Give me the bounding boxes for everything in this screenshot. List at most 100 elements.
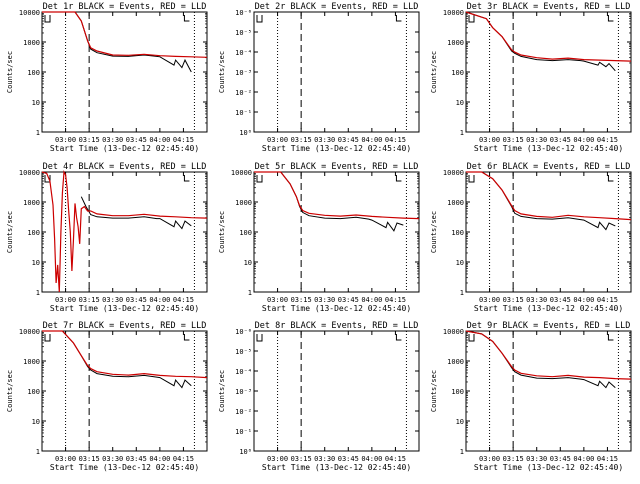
x-tick-label: 04:15 xyxy=(597,296,618,304)
x-tick-label: 03:45 xyxy=(550,296,571,304)
y-tick-label: 1000 xyxy=(447,199,464,207)
x-tick-label: 04:15 xyxy=(173,296,194,304)
corner-marker-glyph xyxy=(468,175,475,183)
y-axis-label: Counts/sec xyxy=(6,370,14,412)
chart-panel-5: Det 5r BLACK = Events, RED = LLD 1 10 100 10… xyxy=(218,162,420,313)
x-tick-label: 03:30 xyxy=(102,296,123,304)
x-tick-label: 04:15 xyxy=(385,296,406,304)
lld-series-line xyxy=(42,330,208,379)
corner-marker-glyph xyxy=(256,175,263,183)
x-tick-label: 03:00 xyxy=(479,136,500,144)
y-tick-label: 100 xyxy=(451,69,464,77)
x-tick-label: 03:30 xyxy=(526,455,547,463)
corner-marker-glyph xyxy=(395,334,402,341)
y-tick-label: 10 xyxy=(244,259,252,267)
x-tick-label: 04:00 xyxy=(573,455,594,463)
lld-series-line xyxy=(254,171,420,220)
x-axis-label: Start Time (13-Dec-12 02:45:40) xyxy=(262,304,411,313)
y-tick-label: 1 xyxy=(460,289,464,297)
corner-marker-glyph xyxy=(44,334,51,342)
x-tick-label: 04:00 xyxy=(361,136,382,144)
y-tick-label: 1 xyxy=(36,448,40,456)
y-tick-label: 10 xyxy=(32,418,40,426)
x-tick-label: 03:30 xyxy=(314,296,335,304)
events-series-line xyxy=(466,171,616,231)
x-tick-label: 04:00 xyxy=(149,455,170,463)
x-tick-label: 04:15 xyxy=(385,455,406,463)
x-tick-label: 03:30 xyxy=(102,136,123,144)
y-tick-label: 1000 xyxy=(23,39,40,47)
y-tick-label: 1000 xyxy=(447,39,464,47)
x-tick-label: 04:00 xyxy=(361,455,382,463)
y-tick-label: 100 xyxy=(239,229,252,237)
x-tick-label: 03:45 xyxy=(338,296,359,304)
y-tick-label: 10⁻⁴ xyxy=(235,368,252,376)
y-tick-label: 10⁻² xyxy=(235,408,252,416)
x-tick-label: 04:00 xyxy=(573,136,594,144)
x-tick-label: 03:30 xyxy=(526,296,547,304)
x-tick-label: 04:15 xyxy=(173,136,194,144)
y-axis-label: Counts/sec xyxy=(430,211,438,253)
x-tick-label: 03:00 xyxy=(55,136,76,144)
y-tick-label: 10 xyxy=(456,99,464,107)
y-tick-label: 10⁻¹ xyxy=(235,109,252,117)
plot-frame xyxy=(41,330,208,452)
x-tick-label: 03:45 xyxy=(126,455,147,463)
y-tick-label: 10000 xyxy=(19,328,40,336)
x-tick-label: 04:15 xyxy=(385,136,406,144)
y-tick-label: 10⁻⁶ xyxy=(235,328,252,336)
y-tick-label: 10000 xyxy=(443,328,464,336)
chart-title: Det 3r BLACK = Events, RED = LLD xyxy=(467,2,631,12)
x-tick-label: 04:00 xyxy=(149,136,170,144)
corner-marker-glyph xyxy=(607,15,614,22)
chart-panel-2: Det 2r BLACK = Events, RED = LLD 10⁰ 10⁻¹ 1… xyxy=(218,2,420,153)
plot-frame xyxy=(465,171,632,293)
chart-title: Det 6r BLACK = Events, RED = LLD xyxy=(467,162,631,172)
x-tick-label: 03:30 xyxy=(314,455,335,463)
x-tick-label: 03:45 xyxy=(338,136,359,144)
corner-marker-glyph xyxy=(183,15,190,22)
x-tick-label: 03:15 xyxy=(503,136,524,144)
plot-frame xyxy=(465,330,632,452)
plot-frame xyxy=(41,11,208,133)
y-axis-label: Counts/sec xyxy=(218,211,226,253)
y-tick-label: 10⁻² xyxy=(235,89,252,97)
lld-series-line xyxy=(465,330,632,380)
y-tick-label: 100 xyxy=(451,388,464,396)
corner-marker-glyph xyxy=(256,15,263,23)
y-tick-label: 100 xyxy=(27,388,40,396)
x-axis-label: Start Time (13-Dec-12 02:45:40) xyxy=(262,144,411,153)
x-axis-label: Start Time (13-Dec-12 02:45:40) xyxy=(474,144,623,153)
x-tick-label: 03:15 xyxy=(291,455,312,463)
x-axis-label: Start Time (13-Dec-12 02:45:40) xyxy=(50,304,199,313)
plot-frame xyxy=(465,11,632,133)
chart-panel-4: Det 4r BLACK = Events, RED = LLD 1 10 100 10… xyxy=(6,162,208,313)
y-tick-label: 1000 xyxy=(235,199,252,207)
lld-series-line xyxy=(42,11,208,58)
chart-title: Det 2r BLACK = Events, RED = LLD xyxy=(255,2,419,12)
y-tick-label: 1000 xyxy=(23,199,40,207)
corner-marker-glyph xyxy=(183,175,190,182)
corner-marker-glyph xyxy=(44,15,51,23)
x-tick-label: 03:00 xyxy=(267,296,288,304)
y-tick-label: 10⁻⁵ xyxy=(235,348,252,356)
y-axis-label: Counts/sec xyxy=(430,370,438,412)
events-series-line xyxy=(42,330,192,389)
y-tick-label: 10000 xyxy=(231,169,252,177)
y-tick-label: 10000 xyxy=(19,9,40,17)
y-axis-label: Counts/sec xyxy=(218,370,226,412)
x-tick-label: 03:15 xyxy=(291,296,312,304)
x-tick-label: 04:00 xyxy=(573,296,594,304)
x-tick-label: 03:45 xyxy=(550,455,571,463)
x-axis-label: Start Time (13-Dec-12 02:45:40) xyxy=(262,463,411,472)
chart-title: Det 5r BLACK = Events, RED = LLD xyxy=(255,162,419,172)
y-axis-label: Counts/sec xyxy=(430,51,438,93)
y-tick-label: 10⁰ xyxy=(239,129,252,137)
y-axis-label: Counts/sec xyxy=(218,51,226,93)
x-tick-label: 03:00 xyxy=(267,455,288,463)
x-tick-label: 03:15 xyxy=(503,296,524,304)
y-tick-label: 10 xyxy=(32,259,40,267)
x-tick-label: 03:15 xyxy=(503,455,524,463)
y-tick-label: 1 xyxy=(36,289,40,297)
